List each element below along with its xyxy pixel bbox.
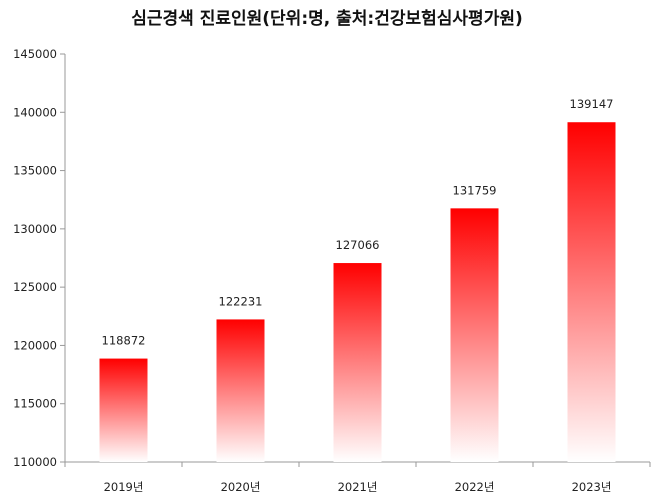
data-label: 118872 xyxy=(102,334,146,348)
y-tick-label: 110000 xyxy=(13,455,57,469)
data-labels: 118872 122231 127066 131759 139147 xyxy=(102,97,614,347)
bars xyxy=(99,122,616,463)
x-tick-label: 2020년 xyxy=(221,480,261,494)
bar-3 xyxy=(333,263,382,462)
data-label: 139147 xyxy=(570,97,614,111)
bar-4 xyxy=(450,208,499,462)
x-tick-label: 2023년 xyxy=(572,480,612,494)
x-axis: 2019년 2020년 2021년 2022년 2023년 xyxy=(64,461,651,494)
bar-5 xyxy=(567,122,616,463)
chart-title: 심근경색 진료인원(단위:명, 출처:건강보험심사평가원) xyxy=(131,9,523,29)
y-axis: 110000 115000 120000 125000 130000 135000 1400… xyxy=(13,47,66,469)
y-tick-label: 140000 xyxy=(13,105,57,119)
data-label: 127066 xyxy=(336,238,380,252)
y-tick-label: 145000 xyxy=(13,47,57,61)
x-tick-label: 2022년 xyxy=(455,480,495,494)
bar-1 xyxy=(99,358,148,462)
y-tick-label: 120000 xyxy=(13,338,57,352)
y-tick-label: 125000 xyxy=(13,280,57,294)
bar-2 xyxy=(216,319,265,462)
y-tick-label: 135000 xyxy=(13,164,57,178)
data-label: 131759 xyxy=(453,183,497,197)
y-tick-label: 130000 xyxy=(13,222,57,236)
data-label: 122231 xyxy=(219,294,263,308)
x-tick-label: 2021년 xyxy=(338,480,378,494)
y-tick-label: 115000 xyxy=(13,397,57,411)
x-tick-label: 2019년 xyxy=(104,480,144,494)
